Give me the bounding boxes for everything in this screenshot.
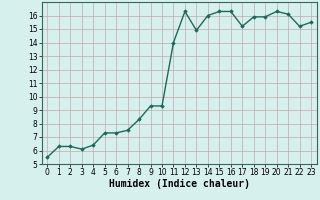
X-axis label: Humidex (Indice chaleur): Humidex (Indice chaleur) (109, 179, 250, 189)
